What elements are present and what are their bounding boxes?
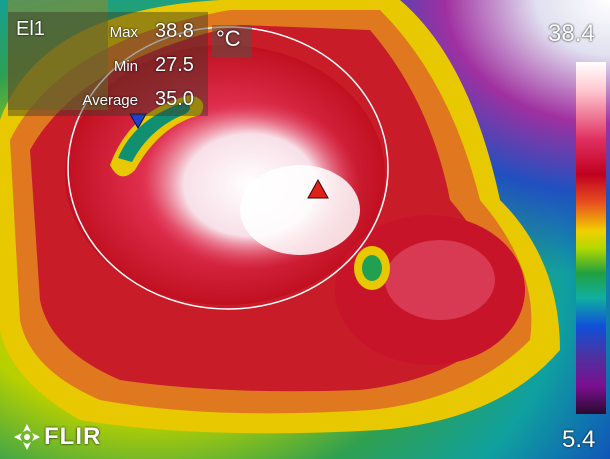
flir-logo-icon bbox=[14, 424, 40, 450]
unit-badge bbox=[212, 25, 252, 57]
brand-logo-text: FLIR bbox=[44, 423, 102, 450]
min-label: Min bbox=[113, 58, 138, 75]
cold-spot-marker bbox=[129, 113, 147, 130]
average-label: Average bbox=[82, 92, 138, 109]
measurement-tool-label: El1 bbox=[16, 18, 45, 40]
scale-min-value: 5.4 bbox=[562, 426, 596, 453]
average-value: 35.0 bbox=[155, 88, 194, 110]
measurement-panel bbox=[8, 12, 208, 116]
max-label: Max bbox=[109, 24, 138, 41]
max-value: 38.8 bbox=[155, 20, 194, 42]
color-scale-bar bbox=[576, 62, 606, 414]
temperature-unit: °C bbox=[216, 26, 241, 51]
hot-spot-marker bbox=[307, 178, 329, 199]
min-value: 27.5 bbox=[155, 54, 194, 76]
scale-max-value: 38.4 bbox=[548, 20, 595, 47]
